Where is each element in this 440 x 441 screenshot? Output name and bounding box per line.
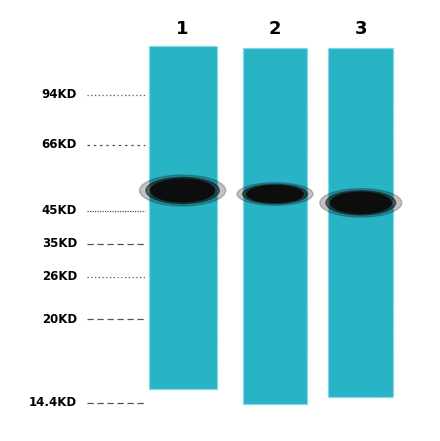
- Bar: [243, 48, 307, 404]
- Text: 20KD: 20KD: [42, 313, 77, 326]
- Ellipse shape: [247, 186, 303, 202]
- Bar: [328, 48, 393, 397]
- Text: 66KD: 66KD: [42, 138, 77, 151]
- Ellipse shape: [139, 175, 226, 206]
- Ellipse shape: [237, 183, 313, 206]
- Ellipse shape: [242, 184, 308, 204]
- Ellipse shape: [150, 179, 215, 202]
- Ellipse shape: [320, 189, 402, 217]
- Text: 35KD: 35KD: [42, 237, 77, 250]
- Bar: [148, 46, 216, 389]
- Text: 14.4KD: 14.4KD: [29, 396, 77, 409]
- Ellipse shape: [326, 191, 396, 215]
- Ellipse shape: [330, 192, 391, 213]
- Text: 94KD: 94KD: [42, 88, 77, 101]
- Text: 1: 1: [176, 20, 189, 37]
- Text: 26KD: 26KD: [42, 270, 77, 283]
- Ellipse shape: [146, 177, 219, 204]
- Text: 45KD: 45KD: [42, 204, 77, 217]
- Text: 2: 2: [269, 20, 281, 37]
- Text: 3: 3: [355, 20, 367, 37]
